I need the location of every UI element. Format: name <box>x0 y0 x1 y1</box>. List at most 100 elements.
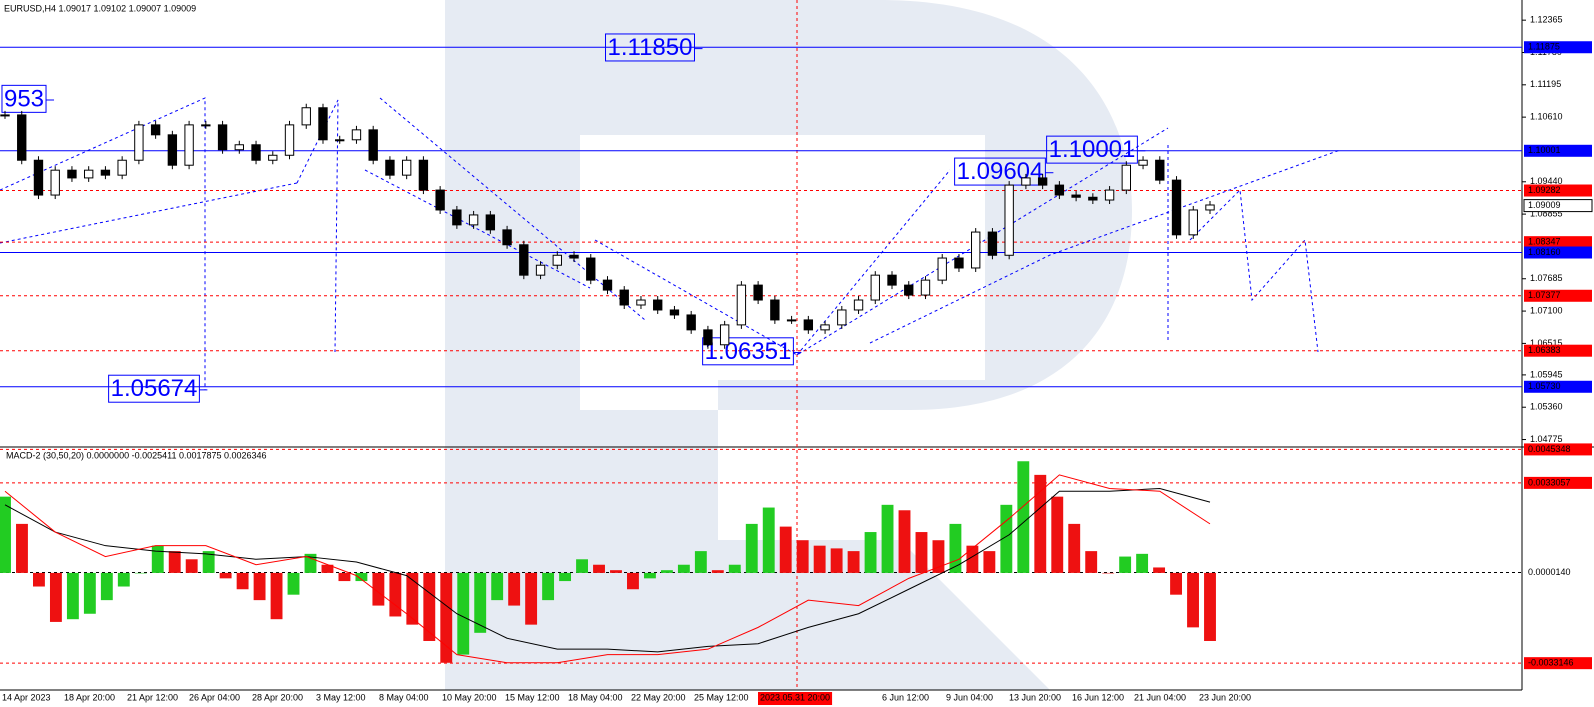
macd-bar <box>355 572 368 582</box>
macd-bar <box>677 564 690 573</box>
macd-bar <box>321 564 334 573</box>
macd-bar <box>270 572 283 620</box>
level-tag <box>1524 236 1592 249</box>
macd-bar <box>1051 496 1064 573</box>
candle <box>535 264 546 276</box>
candle <box>669 309 680 316</box>
candle <box>150 124 161 136</box>
y-tick-label: 1.05945 <box>1530 369 1563 379</box>
candle <box>385 159 395 176</box>
level-tag <box>1524 380 1592 393</box>
chart-header: EURUSD,H4 1.09017 1.09102 1.09007 1.0900… <box>4 3 196 13</box>
annotation: 1.05674 <box>111 375 198 402</box>
time-label: 14 Apr 2023 <box>2 692 51 702</box>
candle <box>1054 184 1065 196</box>
macd-bar <box>440 572 453 663</box>
candle <box>736 284 747 326</box>
macd-bar <box>525 572 538 625</box>
level-tag <box>1523 199 1593 213</box>
candle <box>251 144 261 161</box>
macd-bar <box>1034 474 1047 573</box>
macd-bar <box>83 572 96 614</box>
macd-bar <box>338 572 351 582</box>
macd-bar <box>236 572 249 590</box>
macd-bar <box>372 572 385 606</box>
candle <box>1104 189 1115 201</box>
time-label: 10 May 20:00 <box>442 692 497 702</box>
candle <box>719 324 730 346</box>
level-label: 1.08347 <box>1528 237 1561 247</box>
time-label: 26 Apr 04:00 <box>189 692 240 702</box>
annotation: 1.06351 <box>705 338 792 365</box>
candle <box>502 229 512 246</box>
candle <box>452 209 462 226</box>
candle <box>217 124 228 151</box>
time-label: 25 May 12:00 <box>694 692 749 702</box>
macd-bar <box>711 570 724 573</box>
candle <box>67 169 77 179</box>
annotation-box <box>1046 135 1138 164</box>
macd-line <box>4 474 1211 664</box>
candle <box>468 214 479 226</box>
macd-level-tag <box>1524 657 1592 670</box>
candle <box>586 257 596 281</box>
level-tag <box>1524 41 1592 54</box>
candle <box>971 231 981 269</box>
macd-bar <box>134 572 147 574</box>
macd-bar <box>16 523 28 573</box>
macd-bar <box>219 572 232 579</box>
macd-bar <box>423 572 436 641</box>
candle <box>837 309 847 326</box>
macd-bar <box>966 545 979 573</box>
macd-bar <box>1153 567 1166 573</box>
candle <box>753 284 763 301</box>
macd-bar <box>0 496 11 573</box>
macd-bar <box>1136 553 1149 573</box>
candle <box>1121 164 1132 191</box>
candle <box>1021 177 1031 186</box>
macd-bar <box>287 572 300 595</box>
y-tick-label: 1.08855 <box>1530 208 1563 218</box>
level-label: 1.09009 <box>1528 200 1561 210</box>
macd-bar <box>983 551 996 573</box>
candle <box>83 169 94 179</box>
candle <box>1205 204 1215 211</box>
time-label: 16 Jun 12:00 <box>1072 692 1124 702</box>
level-label: 1.10001 <box>1528 145 1561 155</box>
macd-bar <box>1085 551 1098 573</box>
macd-bar <box>253 572 266 601</box>
candle <box>987 231 998 256</box>
macd-bar <box>1187 572 1199 628</box>
candle <box>268 154 278 161</box>
candle <box>100 169 111 176</box>
candle <box>134 124 144 161</box>
macd-bar <box>610 570 622 573</box>
candle <box>301 107 311 126</box>
annotation-box <box>954 157 1046 186</box>
candle <box>954 257 964 269</box>
watermark <box>445 0 1132 690</box>
macd-header: MACD-2 (30,50,20) 0.0000000 -0.0025411 0… <box>6 450 267 460</box>
candle <box>653 299 663 311</box>
macd-bar <box>508 572 521 606</box>
time-highlight <box>758 692 833 705</box>
macd-bar <box>66 572 79 620</box>
macd-bar <box>576 559 588 573</box>
candle <box>619 289 629 306</box>
candle <box>1071 194 1081 198</box>
candle <box>284 124 295 156</box>
macd-bar <box>643 572 656 579</box>
candle <box>937 257 947 281</box>
candle <box>703 329 713 346</box>
candle <box>569 254 579 259</box>
annotation: 953 <box>4 85 44 112</box>
macd-level-label: 0.0000140 <box>1528 567 1571 577</box>
macd-bar <box>117 572 130 587</box>
annotation-box <box>108 374 200 403</box>
macd-bar <box>847 551 860 573</box>
candle <box>201 124 211 127</box>
macd-bar <box>406 572 419 625</box>
candle <box>636 299 646 306</box>
level-tag <box>1524 144 1592 157</box>
macd-bar <box>915 532 928 573</box>
